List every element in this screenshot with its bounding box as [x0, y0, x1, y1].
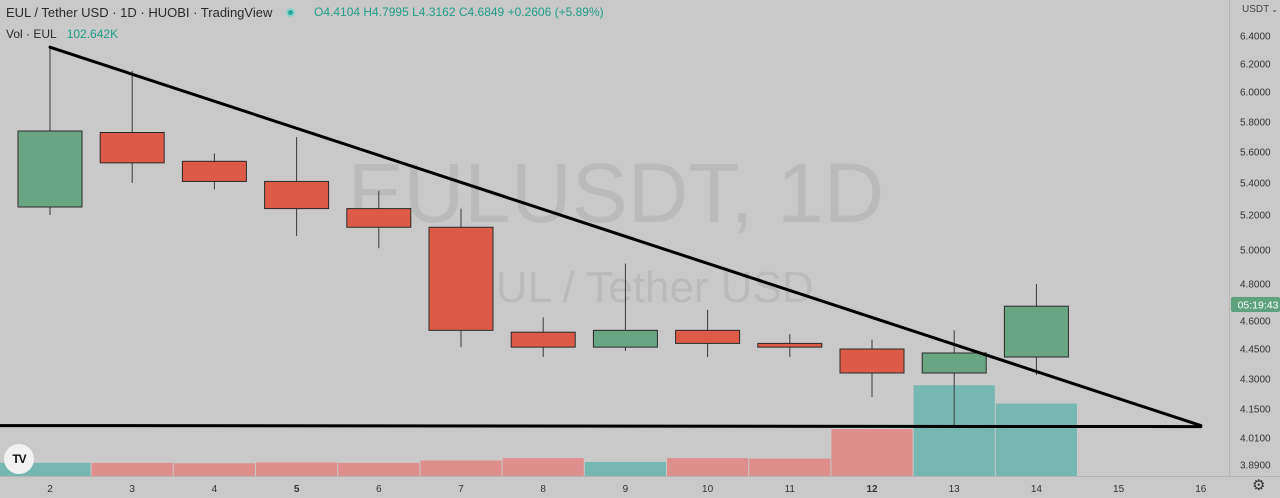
time-tick-label: 12 [866, 484, 878, 495]
candle-body [99, 132, 165, 164]
price-tick-label: 5.2000 [1240, 211, 1271, 222]
candle-body [181, 160, 247, 182]
candle-14 [1003, 284, 1069, 375]
volume-bar-3 [91, 462, 173, 476]
price-tick-label: 5.4000 [1240, 179, 1271, 190]
candle-body [346, 208, 412, 228]
time-tick-label: 16 [1195, 484, 1207, 495]
chevron-down-icon: ⌄ [1271, 5, 1278, 14]
candle-body [510, 331, 576, 348]
candle-body [592, 329, 658, 348]
volume-bar-11 [749, 458, 831, 476]
symbol-title[interactable]: EUL / Tether USD · 1D · HUOBI · TradingV… [6, 5, 273, 20]
price-tick-label: 4.3000 [1240, 375, 1271, 386]
price-tick-label: 6.2000 [1240, 60, 1271, 71]
time-tick-label: 7 [458, 484, 464, 495]
watermark-symbol: EULUSDT, 1D [348, 146, 885, 240]
candle-body [17, 130, 83, 208]
price-tick-label: 5.6000 [1240, 148, 1271, 159]
volume-bar-4 [173, 463, 255, 476]
market-status-icon [285, 8, 295, 17]
currency-selector[interactable]: USDT ⌄ [1242, 4, 1278, 15]
candle-6 [346, 191, 412, 249]
ohlc-legend: O4.4104 H4.7995 L4.3162 C4.6849 +0.2606 … [314, 5, 604, 19]
price-tick-label: 6.4000 [1240, 32, 1271, 43]
candle-7 [428, 208, 494, 348]
time-tick-label: 10 [702, 484, 714, 495]
time-tick-label: 5 [294, 484, 300, 495]
candle-body [921, 352, 987, 374]
ohlc-change: +0.2606 (+5.89%) [507, 5, 604, 19]
candle-3 [99, 71, 165, 183]
price-tag: 05:19:43 [1231, 297, 1280, 312]
time-tick-label: 13 [949, 484, 961, 495]
price-tick-label: 5.0000 [1240, 246, 1271, 257]
candle-5 [264, 137, 330, 236]
candle-body [839, 348, 905, 374]
price-tick-label: 5.8000 [1240, 118, 1271, 129]
watermark-name: EUL / Tether USD [466, 263, 813, 312]
time-axis[interactable]: 2 3 4 5 6 7 8 9 10 11 12 13 14 15 16 [47, 484, 1207, 495]
candles [17, 45, 1069, 426]
tradingview-logo[interactable]: TV [4, 444, 34, 474]
candle-9 [592, 263, 658, 351]
candle-12 [839, 339, 905, 397]
price-tag-label: 05:19:43 [1238, 300, 1279, 312]
volume-label: Vol · EUL [6, 27, 57, 41]
volume-value: 102.642K [66, 27, 119, 41]
volume-bar-7 [420, 460, 502, 476]
candle-10 [675, 309, 741, 357]
price-axis[interactable]: 6.4000 6.2000 6.0000 5.8000 5.6000 5.4000 5.20… [1240, 32, 1271, 472]
volume-bar-14 [995, 403, 1077, 476]
ohlc-high: H4.7995 [363, 5, 409, 19]
price-tick-label: 4.8000 [1240, 280, 1271, 291]
support-line[interactable] [0, 424, 1203, 429]
candle-11 [757, 334, 823, 357]
volume-bar-6 [338, 462, 420, 476]
candle-8 [510, 317, 576, 357]
candle-body [428, 226, 494, 331]
price-tick-label: 3.8900 [1240, 461, 1271, 472]
time-tick-label: 3 [129, 484, 135, 495]
price-tick-label: 4.4500 [1240, 345, 1271, 356]
volume-bar-12 [831, 429, 913, 476]
time-tick-label: 15 [1113, 484, 1125, 495]
time-tick-label: 11 [785, 484, 796, 495]
ohlc-close: C4.6849 [458, 5, 505, 19]
candle-2 [17, 45, 83, 215]
ohlc-low: L4.3162 [412, 5, 456, 19]
candle-body [675, 329, 741, 344]
candle-body [1003, 305, 1069, 358]
price-tick-label: 4.1500 [1240, 405, 1271, 416]
candle-body [264, 180, 330, 210]
volume-bar-5 [256, 462, 338, 476]
descending-trendline[interactable] [48, 45, 1203, 428]
time-tick-label: 6 [376, 484, 382, 495]
volume-bars [0, 385, 1077, 476]
candle-4 [181, 153, 247, 190]
volume-legend[interactable]: Vol · EUL 102.642K [6, 27, 118, 41]
time-tick-label: 2 [47, 484, 53, 495]
candle-body [757, 342, 823, 348]
volume-bar-9 [584, 461, 666, 476]
volume-bar-8 [502, 458, 584, 476]
trendlines[interactable] [0, 45, 1203, 429]
volume-bar-10 [667, 458, 749, 476]
ohlc-open: O4.4104 [314, 5, 361, 19]
time-tick-label: 8 [540, 484, 546, 495]
price-tick-label: 4.6000 [1240, 317, 1271, 328]
time-tick-label: 14 [1031, 484, 1043, 495]
time-tick-label: 9 [623, 484, 629, 495]
currency-label: USDT [1242, 4, 1270, 15]
price-tick-label: 6.0000 [1240, 88, 1271, 99]
candle-13 [921, 330, 987, 426]
time-tick-label: 4 [212, 484, 218, 495]
price-tick-label: 4.0100 [1240, 434, 1271, 445]
gear-icon[interactable]: ⚙ [1252, 477, 1266, 494]
symbol-header: EUL / Tether USD · 1D · HUOBI · TradingV… [6, 5, 303, 20]
